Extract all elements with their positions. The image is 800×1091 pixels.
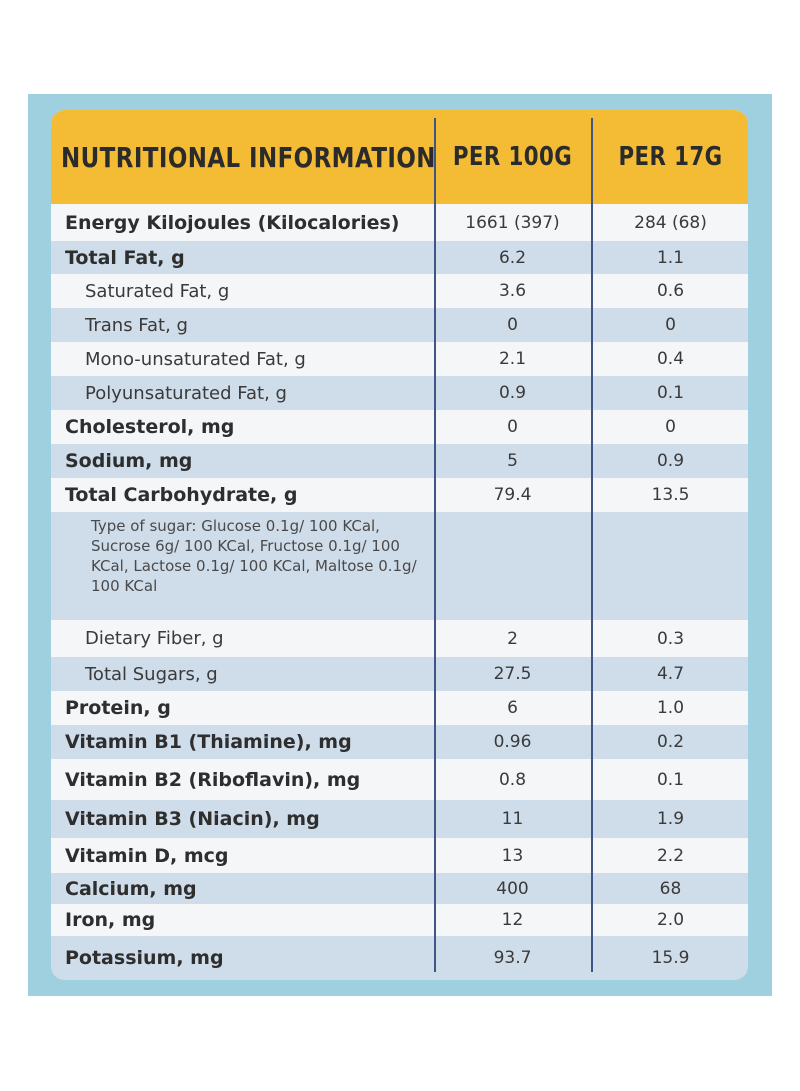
- value-per-17g: 0.1: [656, 769, 685, 790]
- table-row: Vitamin B2 (Riboflavin), mg 0.8 0.1: [51, 759, 748, 800]
- value-per-17g: 284 (68): [634, 212, 707, 233]
- value-per-100g: 11: [501, 809, 524, 829]
- table-row: Dietary Fiber, g 2 0.3: [51, 620, 748, 657]
- nutrient-label: Mono-unsaturated Fat, g: [85, 348, 306, 370]
- value-per-17g: 0.1: [656, 383, 685, 403]
- value-per-17g: 1.9: [656, 809, 685, 829]
- value-per-17g: 68: [659, 878, 682, 899]
- value-per-100g: 0.8: [498, 769, 527, 790]
- value-per-17g: 2.0: [656, 910, 685, 930]
- value-per-17g: 0.2: [656, 732, 685, 752]
- nutrient-label: Dietary Fiber, g: [85, 628, 224, 649]
- table-row: Type of sugar: Glucose 0.1g/ 100 KCal, S…: [51, 512, 748, 620]
- nutrient-label: Polyunsaturated Fat, g: [85, 382, 287, 404]
- nutrition-label: NUTRITIONAL INFORMATION PER 100G PER 17G…: [51, 110, 748, 980]
- value-per-100g: 13: [501, 845, 524, 866]
- table-row: Iron, mg 12 2.0: [51, 904, 748, 936]
- value-per-100g: 12: [501, 910, 524, 930]
- nutrient-label: Total Carbohydrate, g: [65, 484, 298, 506]
- value-per-17g: 0.3: [656, 628, 685, 649]
- value-per-17g: 2.2: [656, 845, 685, 866]
- value-per-100g: 0.9: [498, 383, 527, 403]
- nutrient-label: Saturated Fat, g: [85, 280, 230, 302]
- nutrient-label: Vitamin B2 (Riboflavin), mg: [65, 768, 361, 791]
- table-row: Protein, g 6 1.0: [51, 691, 748, 725]
- nutrient-rows: Energy Kilojoules (Kilocalories) 1661 (39…: [51, 204, 748, 980]
- table-row: Total Sugars, g 27.5 4.7: [51, 657, 748, 691]
- value-per-17g: [593, 512, 748, 620]
- header-title: NUTRITIONAL INFORMATION: [61, 140, 436, 174]
- table-row: Vitamin D, mcg 13 2.2: [51, 838, 748, 873]
- table-row: Polyunsaturated Fat, g 0.9 0.1: [51, 376, 748, 410]
- header-per-100g: PER 100G: [452, 142, 573, 172]
- value-per-17g: 1.1: [656, 247, 685, 268]
- value-per-100g: 1661 (397): [465, 212, 560, 233]
- value-per-17g: 0.4: [656, 349, 685, 369]
- nutrient-label: Vitamin D, mcg: [65, 844, 229, 867]
- value-per-17g: 0.9: [656, 451, 685, 471]
- value-per-100g: 6: [507, 698, 518, 718]
- table-row: Calcium, mg 400 68: [51, 873, 748, 904]
- nutrient-label: Calcium, mg: [65, 877, 197, 900]
- table-row: Sodium, mg 5 0.9: [51, 444, 748, 478]
- value-per-100g: 2: [507, 628, 518, 649]
- value-per-17g: 4.7: [656, 664, 685, 684]
- value-per-100g: 0.96: [493, 732, 532, 752]
- value-per-100g: 27.5: [493, 664, 532, 684]
- value-per-100g: 400: [496, 878, 529, 899]
- table-row: Total Fat, g 6.2 1.1: [51, 241, 748, 274]
- value-per-100g: 93.7: [493, 948, 532, 968]
- value-per-17g: 0: [665, 417, 676, 437]
- value-per-100g: [436, 512, 589, 620]
- column-divider: [434, 118, 436, 972]
- value-per-100g: 2.1: [498, 349, 527, 369]
- nutrient-label: Type of sugar: Glucose 0.1g/ 100 KCal, S…: [91, 517, 417, 595]
- value-per-100g: 79.4: [493, 485, 532, 505]
- table-row: Saturated Fat, g 3.6 0.6: [51, 274, 748, 308]
- nutrient-label: Energy Kilojoules (Kilocalories): [65, 211, 400, 234]
- table-header: NUTRITIONAL INFORMATION PER 100G PER 17G: [51, 110, 748, 204]
- value-per-100g: 0: [507, 417, 518, 437]
- value-per-17g: 13.5: [651, 485, 690, 505]
- value-per-17g: 0: [665, 315, 676, 335]
- header-per-17g: PER 17G: [618, 142, 723, 172]
- table-row: Trans Fat, g 0 0: [51, 308, 748, 342]
- nutrient-label: Iron, mg: [65, 909, 156, 931]
- table-row: Mono-unsaturated Fat, g 2.1 0.4: [51, 342, 748, 376]
- value-per-100g: 5: [507, 451, 518, 471]
- nutrient-label: Vitamin B3 (Niacin), mg: [65, 808, 320, 830]
- value-per-100g: 6.2: [498, 247, 527, 268]
- table-row: Total Carbohydrate, g 79.4 13.5: [51, 478, 748, 512]
- value-per-17g: 15.9: [651, 948, 690, 968]
- table-row: Cholesterol, mg 0 0: [51, 410, 748, 444]
- nutrient-label: Protein, g: [65, 697, 171, 719]
- table-row: Vitamin B3 (Niacin), mg 11 1.9: [51, 800, 748, 838]
- nutrient-label: Sodium, mg: [65, 450, 193, 472]
- nutrient-label: Potassium, mg: [65, 947, 224, 969]
- table-row: Potassium, mg 93.7 15.9: [51, 936, 748, 980]
- value-per-100g: 0: [507, 315, 518, 335]
- nutrient-label: Vitamin B1 (Thiamine), mg: [65, 731, 352, 753]
- nutrient-label: Cholesterol, mg: [65, 416, 235, 438]
- column-divider: [591, 118, 593, 972]
- nutrient-label: Trans Fat, g: [85, 314, 188, 336]
- table-row: Vitamin B1 (Thiamine), mg 0.96 0.2: [51, 725, 748, 759]
- value-per-100g: 3.6: [498, 281, 527, 301]
- value-per-17g: 1.0: [656, 698, 685, 718]
- value-per-17g: 0.6: [656, 281, 685, 301]
- nutrient-label: Total Sugars, g: [85, 663, 218, 685]
- table-row: Energy Kilojoules (Kilocalories) 1661 (39…: [51, 204, 748, 241]
- nutrient-label: Total Fat, g: [65, 246, 185, 269]
